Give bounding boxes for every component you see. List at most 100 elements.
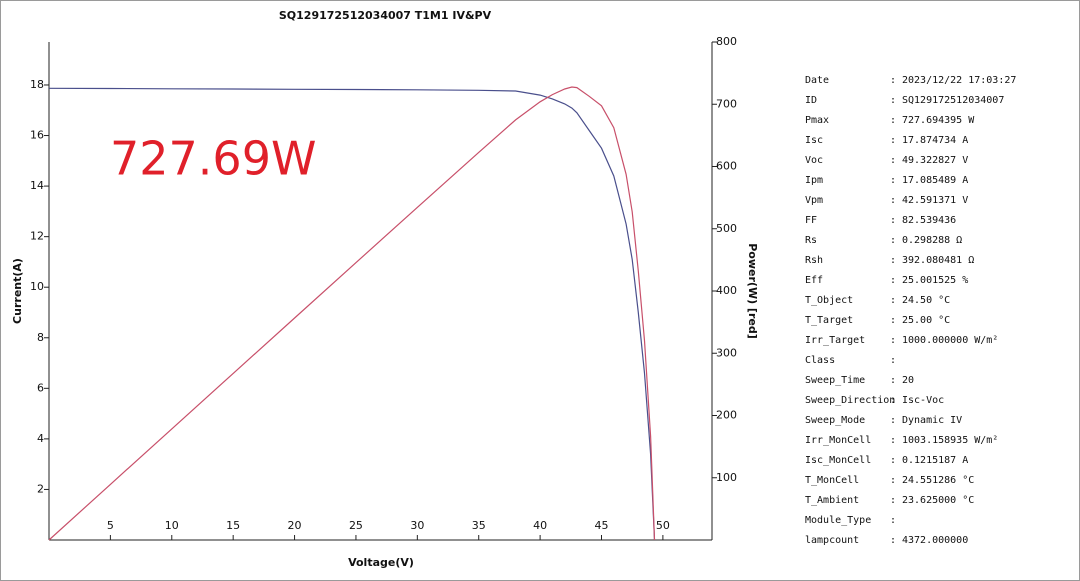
info-label: Class	[805, 355, 835, 366]
info-separator: :	[890, 75, 896, 86]
info-value: 23.625000 °C	[902, 495, 974, 506]
y2-tick-label: 700	[716, 97, 737, 110]
info-label: Module_Type	[805, 515, 871, 526]
y2-tick-label: 200	[716, 409, 737, 422]
info-label: Rs	[805, 235, 817, 246]
info-separator: :	[890, 295, 896, 306]
x-tick-label: 10	[165, 519, 179, 532]
x-tick-label: 15	[226, 519, 240, 532]
info-value: 4372.000000	[902, 535, 968, 546]
info-separator: :	[890, 535, 896, 546]
info-value: 25.001525 %	[902, 275, 968, 286]
info-label: Pmax	[805, 115, 829, 126]
info-value: 24.551286 °C	[902, 475, 974, 486]
info-value: 20	[902, 375, 914, 386]
info-value: 24.50 °C	[902, 295, 950, 306]
y-tick-label: 8	[37, 331, 44, 344]
y2-tick-label: 400	[716, 284, 737, 297]
info-label: Sweep_Time	[805, 375, 865, 386]
info-value: 82.539436	[902, 215, 956, 226]
x-tick-label: 45	[595, 519, 609, 532]
info-value: Dynamic IV	[902, 415, 962, 426]
info-separator: :	[890, 435, 896, 446]
info-value: 0.1215187 A	[902, 455, 968, 466]
x-tick-label: 50	[656, 519, 670, 532]
info-label: FF	[805, 215, 817, 226]
y2-tick-label: 600	[716, 160, 737, 173]
x-tick-label: 20	[288, 519, 302, 532]
info-value: 392.080481 Ω	[902, 255, 974, 266]
info-label: T_Target	[805, 315, 853, 326]
info-label: T_MonCell	[805, 475, 859, 486]
info-value: SQ129172512034007	[902, 95, 1004, 106]
info-label: lampcount	[805, 535, 859, 546]
info-separator: :	[890, 195, 896, 206]
x-tick-label: 25	[349, 519, 363, 532]
y2-tick-label: 300	[716, 346, 737, 359]
info-label: T_Object	[805, 295, 853, 306]
info-separator: :	[890, 155, 896, 166]
info-separator: :	[890, 375, 896, 386]
info-label: Sweep_Direction	[805, 395, 895, 406]
info-label: Sweep_Mode	[805, 415, 865, 426]
info-separator: :	[890, 395, 896, 406]
chart-title: SQ129172512034007 T1M1 IV&PV	[279, 9, 492, 22]
info-label: Rsh	[805, 255, 823, 266]
x-tick-label: 5	[107, 519, 114, 532]
info-separator: :	[890, 455, 896, 466]
y-axis-label: Current(A)	[11, 258, 24, 324]
info-separator: :	[890, 235, 896, 246]
info-separator: :	[890, 95, 896, 106]
info-label: Isc	[805, 135, 823, 146]
info-separator: :	[890, 495, 896, 506]
info-value: Isc-Voc	[902, 395, 944, 406]
info-label: Voc	[805, 155, 823, 166]
info-separator: :	[890, 255, 896, 266]
info-label: ID	[805, 95, 817, 106]
info-value: 17.874734 A	[902, 135, 968, 146]
current-curve	[48, 87, 656, 541]
x-tick-label: 30	[410, 519, 424, 532]
info-separator: :	[890, 315, 896, 326]
info-separator: :	[890, 215, 896, 226]
y2-tick-label: 100	[716, 471, 737, 484]
y-tick-label: 18	[30, 78, 44, 91]
info-separator: :	[890, 515, 896, 526]
info-separator: :	[890, 115, 896, 126]
info-value: 2023/12/22 17:03:27	[902, 75, 1016, 86]
info-separator: :	[890, 335, 896, 346]
info-separator: :	[890, 475, 896, 486]
x-axis-label: Voltage(V)	[348, 556, 414, 569]
info-separator: :	[890, 175, 896, 186]
info-value: 0.298288 Ω	[902, 235, 962, 246]
x-tick-label: 35	[472, 519, 486, 532]
info-value: 17.085489 A	[902, 175, 968, 186]
info-separator: :	[890, 415, 896, 426]
info-separator: :	[890, 275, 896, 286]
info-value: 49.322827 V	[902, 155, 968, 166]
annotation: 727.69W	[110, 132, 316, 186]
power-curve	[48, 86, 656, 541]
y-tick-label: 14	[30, 179, 44, 192]
info-label: Eff	[805, 275, 823, 286]
info-label: Irr_MonCell	[805, 435, 871, 446]
x-tick-label: 40	[533, 519, 547, 532]
info-label: Vpm	[805, 195, 823, 206]
y-tick-label: 16	[30, 129, 44, 142]
info-value: 727.694395 W	[902, 115, 975, 126]
y-tick-label: 6	[37, 381, 44, 394]
info-label: Date	[805, 75, 829, 86]
y-tick-label: 4	[37, 432, 44, 445]
info-separator: :	[890, 355, 896, 366]
y-tick-label: 10	[30, 280, 44, 293]
y2-axis-label: Power(W) [red]	[746, 243, 759, 339]
info-value: 1000.000000 W/m²	[902, 335, 998, 346]
info-value: 1003.158935 W/m²	[902, 435, 998, 446]
y-tick-label: 2	[37, 482, 44, 495]
info-label: Irr_Target	[805, 335, 865, 346]
info-value: 25.00 °C	[902, 315, 950, 326]
info-label: Ipm	[805, 175, 823, 186]
y2-tick-label: 800	[716, 35, 737, 48]
